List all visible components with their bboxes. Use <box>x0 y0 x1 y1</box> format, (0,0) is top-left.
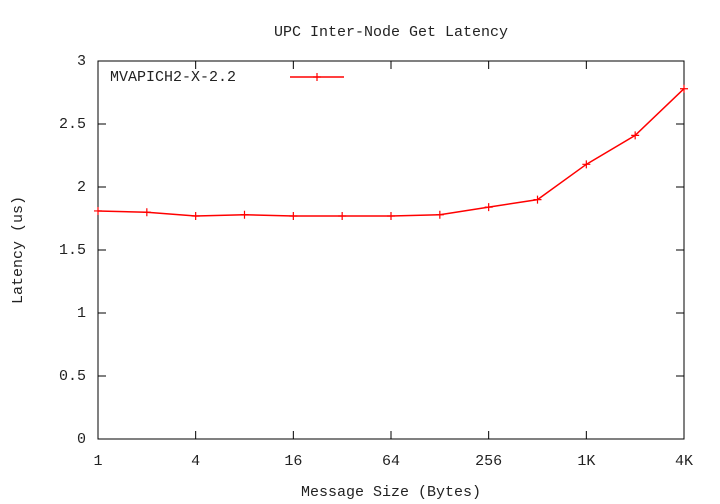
x-tick-label: 16 <box>284 453 302 470</box>
point-marker <box>338 211 347 220</box>
y-tick-label: 2 <box>77 179 86 196</box>
legend-marker <box>313 73 321 81</box>
x-tick-label: 4 <box>191 453 200 470</box>
point-marker <box>289 211 298 220</box>
y-tick-label: 2.5 <box>59 116 86 133</box>
y-tick-label: 0.5 <box>59 368 86 385</box>
x-tick-label: 64 <box>382 453 400 470</box>
y-axis-label: Latency (us) <box>10 196 27 304</box>
point-marker <box>387 211 395 220</box>
point-marker <box>142 208 151 217</box>
chart-title: UPC Inter-Node Get Latency <box>274 24 508 41</box>
legend-label: MVAPICH2-X-2.2 <box>110 69 236 86</box>
point-marker <box>484 203 493 212</box>
point-marker <box>94 206 102 215</box>
x-axis-label: Message Size (Bytes) <box>301 484 481 501</box>
x-tick-label: 1K <box>577 453 595 470</box>
y-tick-label: 1.5 <box>59 242 86 259</box>
series-line <box>97 88 685 217</box>
point-marker <box>533 195 542 204</box>
point-marker <box>631 131 640 140</box>
y-tick-label: 1 <box>77 305 86 322</box>
point-marker <box>435 210 444 219</box>
x-tick-label: 4K <box>675 453 693 470</box>
x-tick-label: 1 <box>93 453 102 470</box>
point-marker <box>680 84 688 93</box>
point-marker <box>582 160 591 169</box>
y-tick-label: 0 <box>77 431 86 448</box>
y-tick-label: 3 <box>77 53 86 70</box>
plot-frame <box>97 60 685 440</box>
x-tick-label: 256 <box>475 453 502 470</box>
point-marker <box>240 210 249 219</box>
point-marker <box>191 211 200 220</box>
